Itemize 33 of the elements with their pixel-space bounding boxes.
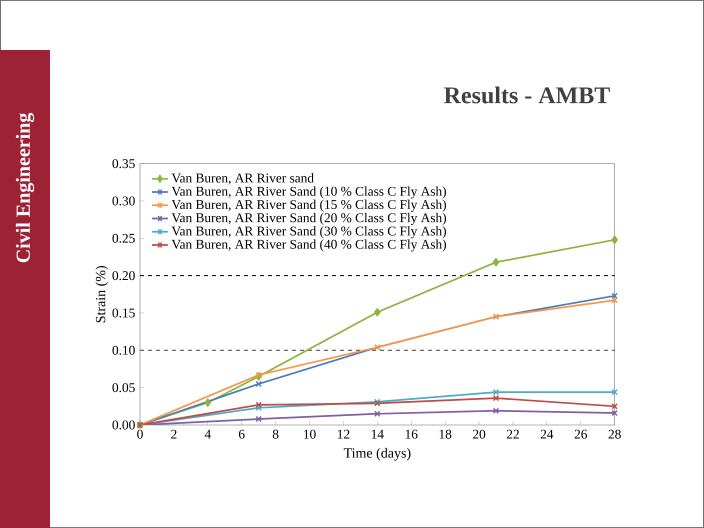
x-tick-label: 14 <box>372 430 384 438</box>
x-axis-title: Time (days) <box>344 448 410 461</box>
x-tick-label: 24 <box>540 430 554 439</box>
x-tick-label: 20 <box>472 430 486 439</box>
x-tick-label: 26 <box>574 430 588 439</box>
chart-title: Results - AMBT <box>444 86 610 104</box>
y-tick-label: 0.10 <box>112 346 135 355</box>
y-tick-label: 0.20 <box>112 271 135 280</box>
legend-label: Van Buren, AR River Sand (15 % Class C Fly Ash) <box>172 200 446 212</box>
legend-label: Van Buren, AR River Sand (10 % Class C Fly Ash) <box>172 186 446 199</box>
x-tick-label: 4 <box>204 430 211 438</box>
x-tick-label: 28 <box>608 430 621 439</box>
x-tick-label: 0 <box>137 430 143 439</box>
y-tick-label: 0.00 <box>112 420 135 430</box>
x-tick-label: 10 <box>304 430 316 439</box>
x-tick-label: 12 <box>338 430 350 439</box>
legend-label: Van Buren, AR River Sand (30 % Class C Fly Ash) <box>172 226 446 238</box>
y-tick-label: 0.35 <box>112 159 135 168</box>
y-axis-title: Strain (%) <box>95 266 108 322</box>
legend-label: Van Buren, AR River Sand (20 % Class C Fly Ash) <box>172 212 446 226</box>
legend-label: Van Buren, AR River Sand (40 % Class C Fly Ash) <box>172 239 446 252</box>
x-tick-label: 8 <box>272 430 278 439</box>
legend-label: Van Buren, AR River sand <box>172 173 314 184</box>
x-tick-label: 22 <box>506 430 519 439</box>
x-tick-label: 16 <box>406 430 418 439</box>
y-tick-label: 0.30 <box>112 196 135 206</box>
text: Civil Engineering <box>16 112 34 262</box>
y-tick-label: 0.05 <box>112 383 135 392</box>
x-tick-label: 2 <box>171 430 177 439</box>
y-tick-label: 0.25 <box>112 234 135 243</box>
y-tick-label: 0.15 <box>112 308 135 318</box>
x-tick-label: 18 <box>440 430 452 439</box>
x-tick-label: 6 <box>238 430 245 439</box>
